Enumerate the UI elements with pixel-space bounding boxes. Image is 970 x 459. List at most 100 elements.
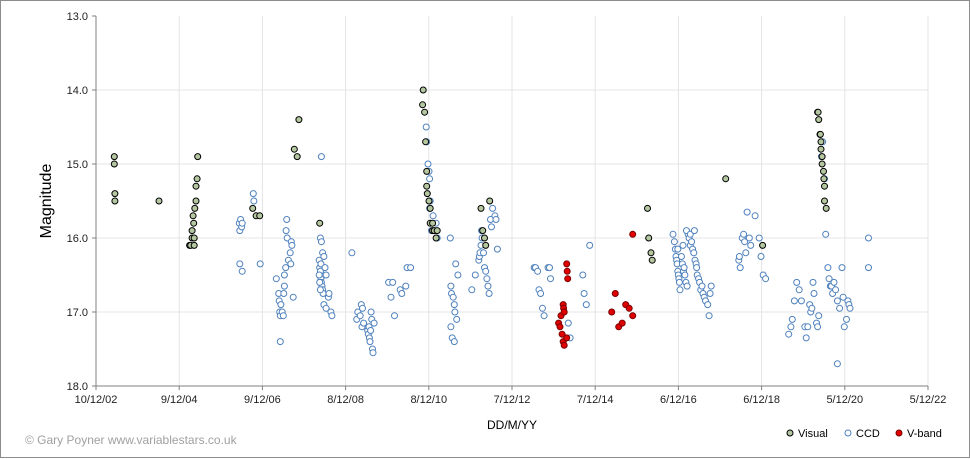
ccd-point xyxy=(833,360,841,368)
y-tick-label: 16.0 xyxy=(67,233,88,245)
ccd-point xyxy=(249,190,257,198)
visual-point xyxy=(110,153,118,161)
ccd-point xyxy=(282,264,290,272)
visual-point xyxy=(110,160,118,168)
visual-point xyxy=(192,197,200,205)
ccd-point xyxy=(452,260,460,268)
v-band-point xyxy=(556,323,564,331)
ccd-point xyxy=(387,293,395,301)
ccd-point xyxy=(707,282,715,290)
v-band-point xyxy=(629,230,637,238)
visual-point xyxy=(481,234,488,242)
visual-point xyxy=(648,256,656,264)
ccd-point xyxy=(846,304,854,312)
visual-point xyxy=(188,227,196,235)
ccd-point xyxy=(586,241,594,249)
ccd-point xyxy=(741,238,749,246)
visual-point xyxy=(293,153,301,161)
visual-point xyxy=(817,145,825,153)
ccd-point xyxy=(391,312,398,320)
ccd-point xyxy=(679,241,687,249)
data-points xyxy=(110,86,872,368)
ccd-point xyxy=(317,153,325,161)
ccd-point xyxy=(787,323,795,331)
visual-point xyxy=(422,138,430,146)
ccd-point xyxy=(407,264,415,272)
ccd-point xyxy=(488,223,495,231)
ccd-point xyxy=(540,312,548,320)
ccd-point xyxy=(790,297,798,305)
ccd-point xyxy=(546,264,553,272)
ccd-point xyxy=(450,301,458,309)
visual-point xyxy=(433,227,441,235)
ccd-point xyxy=(480,249,487,257)
ccd-point xyxy=(238,267,246,275)
ccd-point xyxy=(482,267,490,275)
ccd-point xyxy=(429,212,437,220)
visual-point xyxy=(295,116,303,124)
v-band-point xyxy=(629,312,637,320)
visual-point xyxy=(423,167,431,175)
ccd-point xyxy=(484,282,492,290)
ccd-point xyxy=(359,304,366,312)
y-tick-label: 18.0 xyxy=(67,381,88,393)
ccd-point xyxy=(483,275,491,283)
ccd-point xyxy=(704,301,712,309)
visual-point xyxy=(190,241,198,249)
visual-point xyxy=(190,219,198,227)
visual-point xyxy=(429,219,437,227)
visual-point xyxy=(486,197,494,205)
x-tick-label: 5/12/20 xyxy=(826,394,863,406)
ccd-point xyxy=(677,253,685,260)
ccd-point xyxy=(348,249,356,257)
visual-point xyxy=(814,108,822,116)
ccd-point xyxy=(236,260,244,268)
ccd-point xyxy=(282,227,290,235)
ccd-point xyxy=(317,238,325,246)
ccd-point xyxy=(447,323,455,331)
visual-point xyxy=(256,212,264,220)
ccd-point xyxy=(451,308,459,316)
ccd-point xyxy=(366,338,374,346)
ccd-point xyxy=(321,264,329,272)
x-tick-label: 8/12/08 xyxy=(327,394,364,406)
ccd-point xyxy=(493,245,501,253)
ccd-point xyxy=(675,278,683,286)
visual-point xyxy=(419,101,427,109)
visual-point xyxy=(822,204,830,212)
x-tick-label: 9/12/04 xyxy=(161,394,198,406)
v-band-point xyxy=(558,330,566,338)
ccd-point xyxy=(757,253,765,260)
legend: Visual CCD V-band xyxy=(786,428,942,440)
ccd-point xyxy=(706,290,714,297)
ccd-point xyxy=(840,323,848,331)
visual-point xyxy=(249,204,257,212)
ccd-point xyxy=(582,301,590,309)
visual-point xyxy=(290,145,298,153)
ccd-point xyxy=(740,230,748,238)
ccd-point xyxy=(762,275,770,283)
v-band-point xyxy=(564,275,572,283)
ccd-point xyxy=(865,264,872,272)
ccd-point xyxy=(316,278,324,286)
ccd-point xyxy=(705,312,713,320)
visual-point xyxy=(644,204,651,212)
ccd-point xyxy=(670,238,678,246)
ccd-point xyxy=(698,282,706,290)
x-tick-label: 7/12/12 xyxy=(494,394,531,406)
ccd-point xyxy=(690,249,698,257)
y-axis-title: Magnitude xyxy=(38,164,55,239)
visual-point xyxy=(482,241,490,249)
ccd-point xyxy=(814,323,822,331)
v-band-point xyxy=(560,308,568,316)
v-band-point xyxy=(618,319,626,327)
ccd-point xyxy=(398,290,406,297)
visual-point xyxy=(421,108,429,116)
ccd-point xyxy=(320,253,328,260)
visual-point xyxy=(419,86,427,94)
visual-point xyxy=(426,204,434,212)
y-tick-label: 14.0 xyxy=(67,85,88,97)
visual-point xyxy=(191,204,199,212)
visual-point xyxy=(647,249,655,257)
ccd-point xyxy=(370,319,378,327)
